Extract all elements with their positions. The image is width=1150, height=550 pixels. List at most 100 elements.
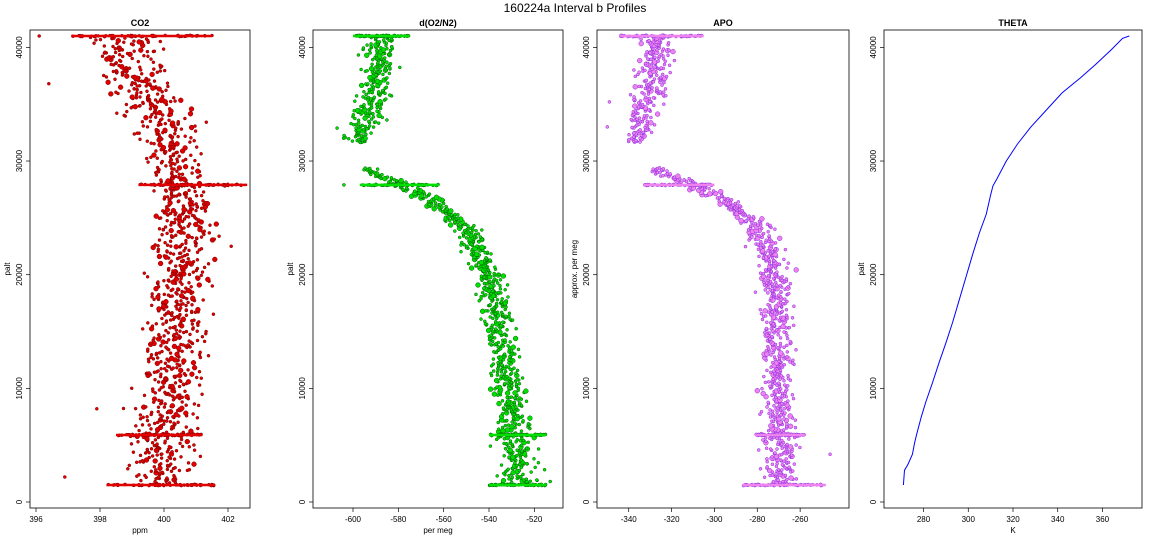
data-point (166, 409, 171, 414)
data-point (474, 263, 479, 267)
data-point (168, 99, 173, 104)
data-point (456, 212, 460, 217)
data-point (150, 454, 155, 458)
data-point (459, 249, 463, 254)
data-point (495, 297, 500, 302)
data-point (217, 234, 221, 238)
data-point (181, 382, 186, 386)
data-point (145, 49, 150, 54)
data-point (461, 231, 465, 235)
data-point (504, 299, 509, 303)
data-point (496, 340, 501, 345)
data-point (479, 244, 485, 250)
data-point (456, 216, 461, 220)
data-point (427, 192, 432, 196)
data-point (773, 227, 777, 231)
data-point (782, 330, 786, 334)
data-point (644, 95, 648, 100)
data-point (756, 448, 761, 452)
data-point (163, 390, 167, 395)
data-point (156, 109, 163, 116)
data-point (167, 444, 172, 449)
data-point (141, 124, 146, 128)
data-point (170, 450, 174, 454)
data-point (503, 338, 507, 342)
data-point (151, 152, 157, 158)
data-point (515, 463, 519, 468)
data-point (517, 422, 522, 427)
data-point (780, 323, 786, 330)
data-point (493, 265, 497, 269)
data-point (639, 133, 644, 138)
data-point (173, 465, 177, 470)
data-point (178, 329, 182, 333)
data-point (181, 204, 186, 208)
data-point (172, 457, 177, 461)
data-point (184, 191, 188, 195)
data-point (187, 222, 192, 226)
data-point (503, 423, 508, 428)
data-point (798, 445, 802, 450)
data-point (114, 90, 118, 95)
data-point (173, 268, 177, 273)
data-point (640, 119, 645, 124)
data-point (376, 121, 381, 125)
data-point (177, 384, 182, 389)
data-point (184, 329, 189, 334)
data-point (510, 384, 514, 388)
data-point (385, 46, 389, 51)
data-point (161, 385, 166, 389)
data-point (761, 271, 766, 276)
data-point (507, 473, 511, 478)
y-axis-label: palt (286, 262, 295, 276)
data-point (165, 81, 170, 85)
data-point (114, 69, 119, 73)
data-point (194, 236, 199, 240)
data-point (143, 115, 149, 121)
data-point (365, 43, 369, 47)
data-point (109, 62, 113, 67)
data-point (783, 401, 788, 405)
data-point (126, 467, 130, 471)
data-point (176, 420, 180, 425)
data-point (516, 347, 521, 352)
data-point (770, 393, 774, 398)
data-point (117, 58, 122, 63)
data-point (155, 356, 160, 360)
data-point (517, 401, 522, 405)
plot-area (902, 35, 1130, 486)
data-point (145, 418, 150, 423)
data-point (153, 115, 158, 119)
data-point (169, 462, 173, 466)
data-point (158, 413, 162, 417)
data-point (169, 234, 174, 238)
data-point (165, 195, 170, 199)
data-point (782, 459, 786, 464)
data-point (647, 96, 652, 101)
data-point (775, 447, 779, 451)
data-point (164, 369, 169, 373)
data-point (507, 455, 511, 459)
data-point (169, 190, 174, 195)
data-point (162, 405, 167, 409)
data-point (211, 312, 216, 316)
data-point (775, 312, 779, 317)
data-point (155, 165, 160, 170)
data-point (504, 427, 511, 433)
data-point (151, 396, 158, 402)
data-point (515, 378, 519, 382)
data-point (483, 250, 487, 255)
plot-frame (883, 29, 1143, 509)
data-point (159, 456, 164, 460)
data-point (384, 85, 389, 90)
data-point (149, 469, 154, 474)
data-point (375, 48, 379, 53)
y-tick-label: 10000 (298, 377, 307, 400)
data-point (200, 334, 205, 339)
data-point (165, 463, 170, 468)
data-point (151, 60, 156, 65)
data-point (766, 400, 770, 405)
data-point (194, 208, 198, 213)
data-point (726, 196, 730, 201)
data-point (203, 209, 208, 213)
